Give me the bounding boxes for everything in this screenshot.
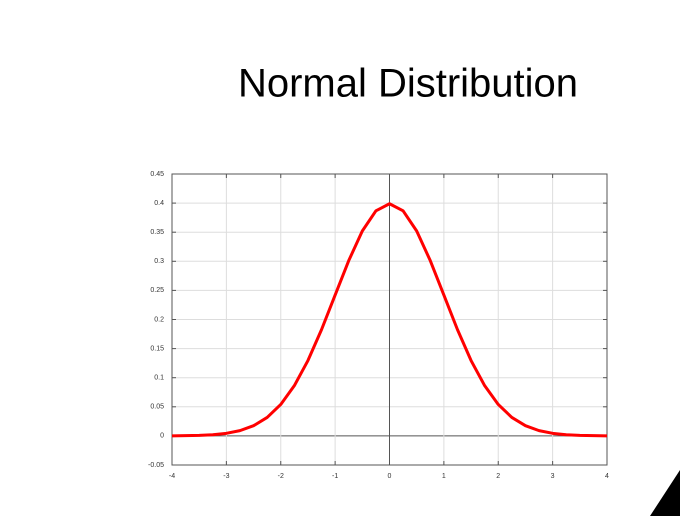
x-tick-label: -4 xyxy=(169,473,175,480)
y-tick-label: 0.25 xyxy=(150,287,164,294)
x-tick-label: -1 xyxy=(332,473,338,480)
chart-title: Normal Distribution xyxy=(238,62,578,106)
y-tick-label: 0 xyxy=(160,433,164,440)
y-tick-label: 0.05 xyxy=(150,404,164,411)
y-tick-label: 0.4 xyxy=(154,200,164,207)
y-tick-label: 0.15 xyxy=(150,345,164,352)
y-tick-label: 0.35 xyxy=(150,229,164,236)
y-tick-label: 0.45 xyxy=(150,171,164,178)
x-tick-label: 1 xyxy=(442,473,446,480)
x-tick-label: -3 xyxy=(223,473,229,480)
x-tick-label: 4 xyxy=(605,473,609,480)
y-tick-label: 0.3 xyxy=(154,258,164,265)
x-tick-label: 0 xyxy=(388,473,392,480)
x-tick-label: -2 xyxy=(278,473,284,480)
plot-frame xyxy=(171,173,608,466)
y-tick-label: 0.2 xyxy=(154,316,164,323)
corner-decoration xyxy=(650,470,680,516)
x-tick-label: 2 xyxy=(496,473,500,480)
y-tick-label: -0.05 xyxy=(148,462,164,469)
y-tick-label: 0.1 xyxy=(154,375,164,382)
x-tick-label: 3 xyxy=(551,473,555,480)
data-line xyxy=(171,202,608,438)
